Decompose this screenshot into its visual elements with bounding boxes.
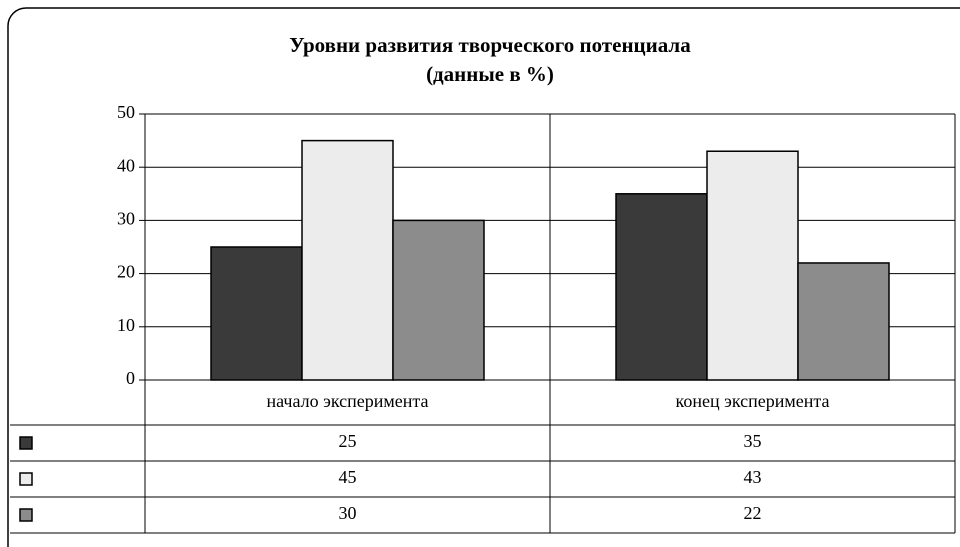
table-value: 35 [744, 431, 762, 451]
y-tick-label: 50 [117, 102, 135, 122]
bar [392, 219, 485, 381]
chart-title: Уровни развития творческого потенциала [289, 33, 691, 57]
bar [210, 246, 303, 381]
table-value: 30 [339, 503, 357, 523]
y-tick-label: 10 [117, 315, 135, 335]
table-value: 25 [339, 431, 357, 451]
y-tick-label: 40 [117, 155, 135, 175]
legend-key [19, 472, 33, 486]
bar [797, 262, 890, 381]
chart-subtitle: (данные в %) [426, 62, 554, 86]
legend-key [19, 436, 33, 450]
table-value: 22 [744, 503, 762, 523]
x-tick-label: конец эксперимента [676, 391, 830, 411]
legend-key [19, 508, 33, 522]
x-tick-label: начало эксперимента [267, 391, 429, 411]
bar [615, 193, 708, 381]
y-tick-label: 20 [117, 262, 135, 282]
table-value: 43 [744, 467, 762, 487]
bar [301, 139, 394, 381]
bar [706, 150, 799, 381]
y-tick-label: 0 [126, 368, 135, 388]
table-value: 45 [339, 467, 357, 487]
y-tick-label: 30 [117, 209, 135, 229]
